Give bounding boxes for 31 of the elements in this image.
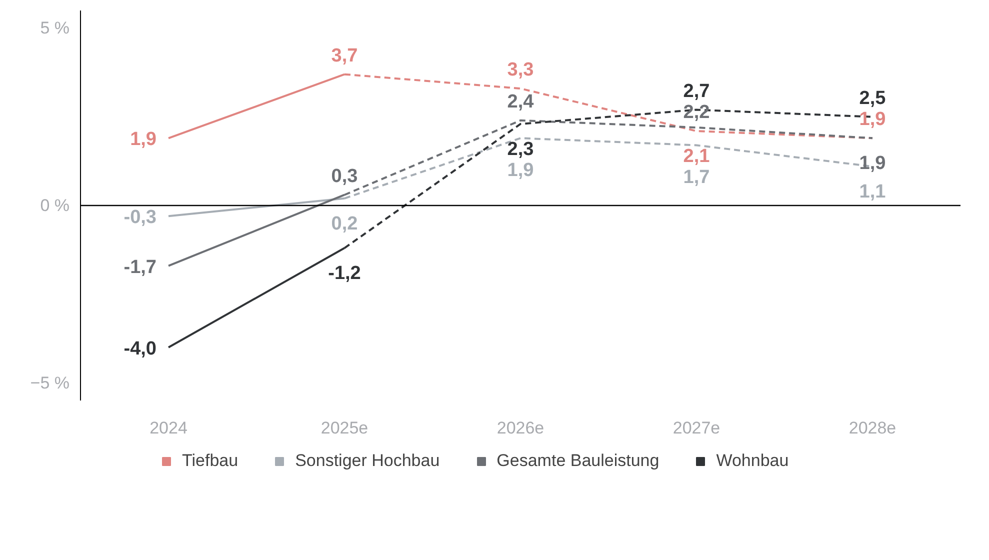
data-label: 2,4 bbox=[507, 91, 534, 112]
data-label: 0,3 bbox=[331, 166, 358, 187]
data-label: -4,0 bbox=[124, 338, 157, 360]
data-label: 1,9 bbox=[130, 129, 157, 150]
data-label: 3,7 bbox=[331, 45, 358, 66]
x-tick-label: 2027e bbox=[672, 418, 720, 438]
data-label: 2,7 bbox=[683, 80, 710, 102]
data-label: 1,9 bbox=[859, 109, 886, 130]
y-tick-label: 0 % bbox=[40, 196, 70, 215]
legend-label: Gesamte Bauleistung bbox=[496, 451, 660, 471]
y-tick-label: 5 % bbox=[40, 18, 70, 38]
data-label: -1,2 bbox=[328, 263, 361, 284]
data-label: 1,9 bbox=[507, 160, 534, 181]
data-label: 3,3 bbox=[507, 60, 534, 80]
legend-label: Tiefbau bbox=[182, 451, 238, 471]
data-label: -1,7 bbox=[124, 256, 157, 278]
y-tick-label: −5 % bbox=[30, 373, 70, 392]
data-label: 1,9 bbox=[859, 153, 886, 174]
data-label: 1,1 bbox=[859, 182, 886, 202]
x-tick-label: 2026e bbox=[496, 418, 544, 438]
data-label: 1,7 bbox=[683, 167, 710, 188]
data-label: 2,1 bbox=[683, 146, 710, 168]
data-label: 2,3 bbox=[507, 138, 534, 160]
x-tick-label: 2025e bbox=[320, 418, 368, 438]
x-tick-label: 2028e bbox=[848, 418, 896, 438]
x-tick-label: 2024 bbox=[150, 418, 188, 438]
data-label: 2,5 bbox=[859, 88, 886, 109]
data-label: 0,2 bbox=[331, 213, 358, 234]
data-label: -0,3 bbox=[124, 207, 157, 228]
legend-label: Sonstiger Hochbau bbox=[295, 451, 440, 471]
legend-label: Wohnbau bbox=[716, 451, 789, 471]
